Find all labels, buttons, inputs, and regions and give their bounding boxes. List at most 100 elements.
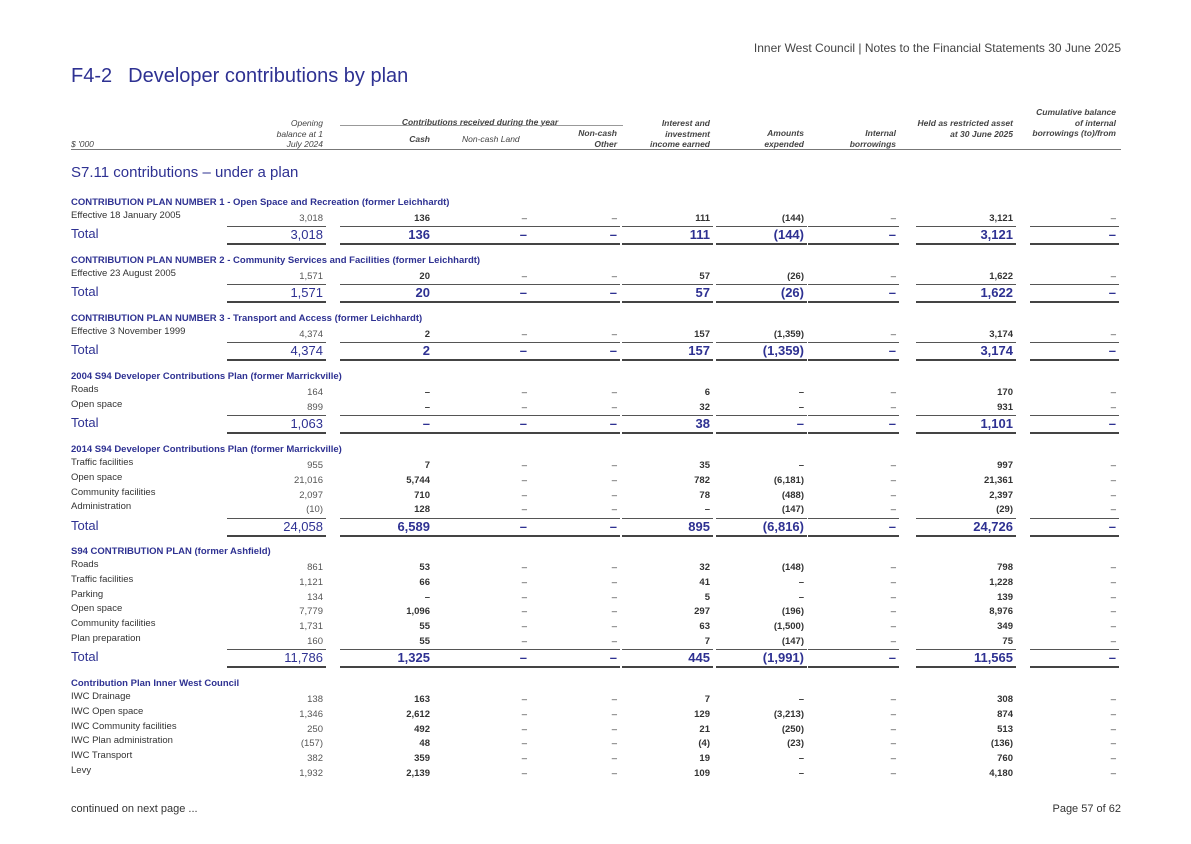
subtotal-rule	[916, 517, 1016, 519]
total-rule	[916, 359, 1016, 362]
subtotal-rule	[433, 284, 530, 286]
table-cell: –	[521, 636, 527, 647]
total-cell: –	[609, 227, 617, 243]
table-cell: –	[1110, 271, 1116, 282]
table-cell: 19	[699, 753, 710, 765]
table-cell: 164	[307, 387, 323, 398]
row-label: Effective 23 August 2005	[71, 268, 176, 279]
table-cell: 21,361	[983, 474, 1013, 486]
subtotal-rule	[808, 342, 899, 344]
plan-title: S94 CONTRIBUTION PLAN (former Ashfield)	[71, 546, 271, 557]
table-cell: 134	[307, 591, 323, 603]
total-rule	[433, 243, 530, 246]
table-cell: –	[611, 562, 617, 573]
total-cell: –	[1108, 416, 1116, 432]
row-label: Administration	[71, 501, 132, 513]
table-cell: (1,359)	[773, 329, 804, 340]
table-cell: 139	[997, 591, 1013, 603]
total-rule	[716, 666, 807, 669]
total-cell: 20	[415, 285, 430, 301]
table-cell: 798	[997, 562, 1013, 573]
table-cell: 760	[997, 753, 1013, 765]
total-cell: –	[1108, 343, 1116, 359]
table-cell: 997	[997, 460, 1013, 471]
table-cell: 349	[997, 621, 1013, 633]
total-label: Total	[71, 284, 99, 300]
total-rule	[808, 243, 899, 246]
subtotal-rule	[340, 517, 433, 519]
table-cell: –	[611, 723, 617, 735]
total-rule	[916, 666, 1016, 669]
subtotal-rule	[808, 415, 899, 417]
total-cell: –	[888, 343, 896, 359]
total-cell: –	[422, 416, 430, 432]
total-cell: –	[609, 343, 617, 359]
table-cell: 55	[419, 621, 430, 633]
table-cell: –	[890, 738, 896, 750]
table-cell: 129	[694, 708, 710, 720]
table-cell: 861	[307, 562, 323, 573]
total-rule	[340, 301, 433, 304]
total-rule	[716, 432, 807, 435]
total-label: Total	[71, 226, 99, 242]
table-cell: 931	[997, 401, 1013, 413]
table-cell: (488)	[781, 489, 804, 501]
table-cell: –	[611, 329, 617, 340]
table-cell: 710	[414, 489, 430, 501]
table-cell: 48	[419, 738, 430, 750]
total-cell: –	[888, 518, 896, 534]
total-cell: –	[519, 416, 527, 432]
table-cell: –	[611, 401, 617, 413]
table-cell: –	[611, 738, 617, 750]
table-cell: 513	[997, 723, 1013, 735]
subtotal-rule	[808, 649, 899, 651]
table-cell: 66	[419, 576, 430, 588]
total-rule	[528, 243, 620, 246]
total-cell: –	[519, 650, 527, 666]
subtotal-rule	[1030, 284, 1119, 286]
plan-title: CONTRIBUTION PLAN NUMBER 2 - Community S…	[71, 255, 481, 266]
table-cell: –	[890, 576, 896, 588]
row-label: Community facilities	[71, 486, 156, 498]
table-cell: –	[611, 621, 617, 633]
table-cell: 1,121	[299, 576, 323, 588]
row-label: IWC Open space	[71, 705, 144, 717]
table-cell: –	[521, 606, 527, 618]
table-cell: (157)	[300, 738, 323, 750]
total-rule	[622, 432, 713, 435]
noncash-land-header: Non-cash Land	[462, 134, 520, 144]
table-cell: (23)	[787, 738, 804, 750]
subtotal-rule	[808, 284, 899, 286]
total-cell: –	[609, 518, 617, 534]
total-rule	[808, 534, 899, 537]
table-cell: –	[890, 329, 896, 340]
total-cell: 2	[422, 343, 430, 359]
total-cell: –	[519, 285, 527, 301]
total-cell: 6,589	[397, 518, 430, 534]
table-cell: 382	[307, 753, 323, 765]
table-cell: 7,779	[299, 606, 323, 618]
total-cell: 57	[695, 285, 710, 301]
table-cell: –	[521, 504, 527, 516]
table-cell: (147)	[781, 636, 804, 647]
table-cell: 20	[419, 271, 430, 282]
total-rule	[808, 432, 899, 435]
table-cell: 8,976	[989, 606, 1013, 618]
subtotal-rule	[716, 284, 807, 286]
subtotal-rule	[916, 649, 1016, 651]
total-rule	[716, 301, 807, 304]
continued-note: continued on next page ...	[71, 803, 198, 815]
row-label: Open space	[71, 603, 123, 615]
table-cell: –	[1110, 591, 1116, 603]
table-cell: 874	[997, 708, 1013, 720]
table-cell: 138	[307, 694, 323, 705]
total-cell: (144)	[773, 227, 804, 243]
table-cell: –	[611, 271, 617, 282]
table-cell: –	[521, 271, 527, 282]
total-rule	[227, 359, 326, 362]
row-label: Open space	[71, 471, 123, 483]
table-cell: –	[611, 474, 617, 486]
table-cell: –	[611, 768, 617, 779]
table-cell: 899	[307, 401, 323, 413]
table-cell: 136	[414, 213, 430, 224]
